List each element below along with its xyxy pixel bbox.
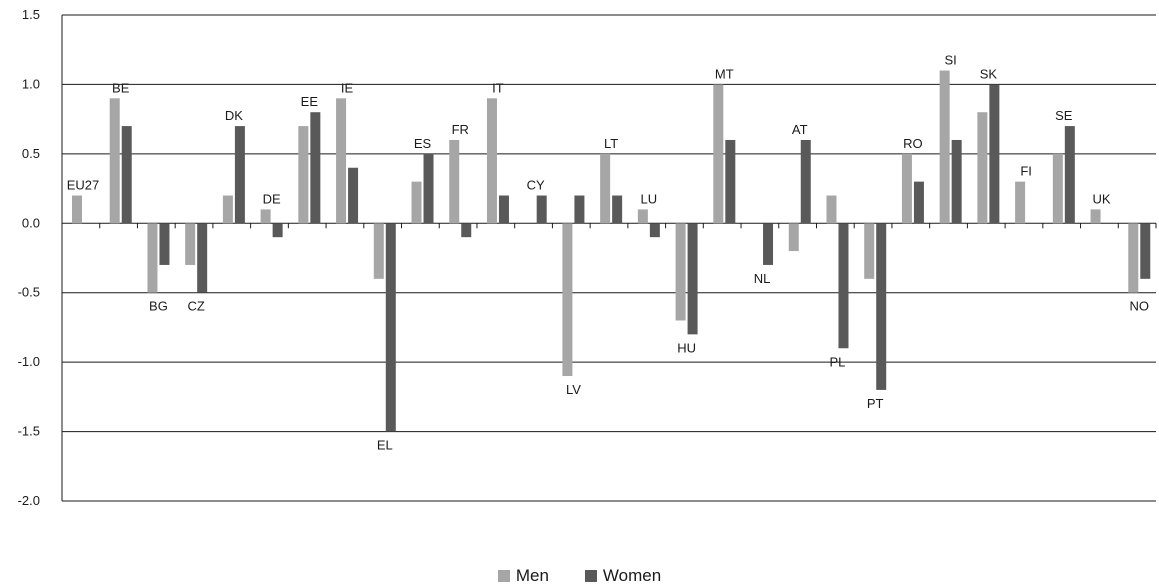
bar-women-no: [1140, 223, 1151, 279]
category-label-lu: LU: [641, 191, 658, 206]
category-label-se: SE: [1055, 108, 1073, 123]
bar-men-fr: [449, 139, 460, 224]
category-label-ee: EE: [301, 94, 319, 109]
bar-women-bg: [159, 223, 170, 265]
bar-men-lt: [600, 153, 611, 224]
category-label-el: EL: [377, 438, 393, 453]
bar-women-cz: [197, 223, 208, 293]
bar-men-es: [411, 181, 422, 224]
category-label-cz: CZ: [188, 299, 205, 314]
y-tick-label: 0.5: [22, 146, 40, 161]
legend-swatch-men: [497, 570, 510, 582]
bar-men-no: [1128, 223, 1139, 293]
bar-men-at: [788, 223, 799, 252]
bar-men-dk: [222, 195, 233, 224]
bar-women-pl: [838, 223, 849, 349]
legend-item-men: Men: [497, 566, 549, 586]
bar-women-ie: [348, 167, 359, 224]
bar-men-uk: [1090, 209, 1101, 224]
bar-men-lv: [562, 223, 573, 377]
category-label-be: BE: [112, 80, 130, 95]
category-label-mt: MT: [715, 66, 734, 81]
legend-label-women: Women: [602, 566, 662, 585]
category-label-dk: DK: [225, 108, 243, 123]
category-label-at: AT: [792, 122, 808, 137]
bar-men-fi: [1015, 181, 1026, 224]
bar-chart: 1.5 1.0 0.5 0.0 -0.5 -1.0 -1.5 -2.0 EU27 BE BG CZ DK…: [18, 7, 1157, 508]
category-label-uk: UK: [1093, 191, 1111, 206]
category-label-es: ES: [414, 136, 432, 151]
bar-women-mt: [725, 139, 736, 224]
y-tick-label: 1.5: [22, 7, 40, 22]
bar-women-be: [121, 126, 132, 224]
bar-women-el: [385, 223, 396, 432]
category-label-sk: SK: [980, 66, 998, 81]
legend-item-women: Women: [584, 566, 662, 586]
bar-women-pt: [876, 223, 887, 390]
category-label-fi: FI: [1020, 164, 1032, 179]
category-label-no: NO: [1130, 299, 1150, 314]
category-label-bg: BG: [149, 299, 168, 314]
category-label-pt: PT: [867, 396, 884, 411]
bar-women-lt: [612, 195, 623, 224]
category-label-cy: CY: [527, 178, 545, 193]
category-label-hu: HU: [677, 340, 696, 355]
bar-women-es: [423, 153, 434, 224]
category-label-eu27: EU27: [67, 178, 100, 193]
category-label-lt: LT: [604, 136, 618, 151]
category-label-ro: RO: [903, 136, 923, 151]
category-label-it: IT: [492, 80, 504, 95]
bar-women-lv: [574, 195, 585, 224]
bar-men-el: [373, 223, 384, 279]
bar-men-bg: [147, 223, 158, 293]
bar-men-be: [109, 98, 120, 224]
bar-women-hu: [687, 223, 698, 335]
bar-men-ee: [298, 126, 309, 224]
legend: Men Women: [0, 566, 1159, 586]
bar-men-mt: [713, 84, 724, 224]
bar-women-cy: [536, 195, 547, 224]
bar-men-pl: [826, 195, 837, 224]
category-label-ie: IE: [341, 80, 354, 95]
category-label-nl: NL: [754, 271, 771, 286]
category-label-de: DE: [263, 191, 281, 206]
bar-men-ro: [901, 153, 912, 224]
y-tick-label: 1.0: [22, 76, 40, 91]
bar-men-sk: [977, 112, 988, 224]
bar-men-si: [939, 70, 950, 224]
category-label-lv: LV: [566, 382, 581, 397]
bar-men-hu: [675, 223, 686, 321]
bar-men-se: [1052, 153, 1063, 224]
bar-women-si: [951, 139, 962, 224]
category-label-si: SI: [945, 53, 957, 68]
y-tick-label: -0.5: [18, 285, 40, 300]
bar-women-de: [272, 223, 283, 238]
bar-women-at: [800, 139, 811, 224]
bar-women-se: [1064, 126, 1075, 224]
bar-men-ie: [336, 98, 347, 224]
bar-men-lu: [637, 209, 648, 224]
y-tick-label: 0.0: [22, 215, 40, 230]
legend-label-men: Men: [515, 566, 549, 585]
category-label-fr: FR: [452, 122, 469, 137]
bar-women-fr: [461, 223, 472, 238]
bar-women-ro: [913, 181, 924, 224]
bar-men-eu27: [72, 195, 82, 224]
bar-men-de: [260, 209, 271, 224]
y-tick-label: -1.0: [18, 354, 40, 369]
bar-women-ee: [310, 112, 321, 224]
bar-women-dk: [234, 126, 245, 224]
y-tick-label: -1.5: [18, 424, 40, 439]
bar-women-nl: [763, 223, 774, 265]
bar-men-pt: [864, 223, 875, 279]
bar-women-sk: [989, 84, 1000, 224]
bar-women-lu: [649, 223, 660, 238]
bar-women-it: [498, 195, 509, 224]
bar-men-it: [486, 98, 497, 224]
y-tick-label: -2.0: [18, 493, 40, 508]
legend-swatch-women: [584, 570, 597, 582]
category-label-pl: PL: [830, 354, 846, 369]
bar-men-cz: [185, 223, 196, 265]
